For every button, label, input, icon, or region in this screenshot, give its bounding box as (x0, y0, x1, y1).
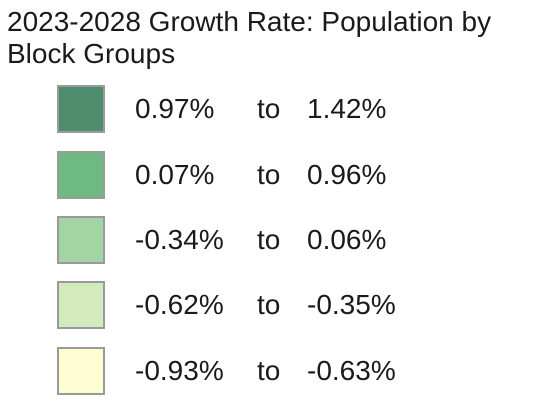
legend-title-line-1: 2023-2028 Growth Rate: Population by (7, 6, 492, 37)
range-max: -0.63% (307, 355, 396, 386)
legend-swatch (57, 85, 105, 133)
legend-swatch (57, 281, 105, 329)
range-separator: to (257, 355, 281, 386)
range-max: 0.06% (307, 224, 387, 255)
range-min: -0.34% (135, 224, 224, 255)
range-max: 1.42% (307, 93, 387, 124)
range-min: 0.97% (135, 93, 215, 124)
range-min: 0.07% (135, 159, 215, 190)
legend-swatch (57, 347, 105, 395)
range-min: -0.93% (135, 355, 224, 386)
legend-row: -0.34% to 0.06% (0, 216, 543, 268)
range-separator: to (257, 224, 281, 255)
legend-title-line-2: Block Groups (7, 38, 176, 69)
legend-row: 0.97% to 1.42% (0, 85, 543, 137)
range-separator: to (257, 159, 281, 190)
range-max: 0.96% (307, 159, 387, 190)
legend-row: 0.07% to 0.96% (0, 151, 543, 203)
range-separator: to (257, 93, 281, 124)
legend-row: -0.62% to -0.35% (0, 281, 543, 333)
legend-swatch (57, 216, 105, 264)
legend-swatch (57, 151, 105, 199)
range-separator: to (257, 289, 281, 320)
legend-row: -0.93% to -0.63% (0, 347, 543, 399)
range-max: -0.35% (307, 289, 396, 320)
range-min: -0.62% (135, 289, 224, 320)
legend-title: 2023-2028 Growth Rate: Population by Blo… (7, 6, 537, 70)
